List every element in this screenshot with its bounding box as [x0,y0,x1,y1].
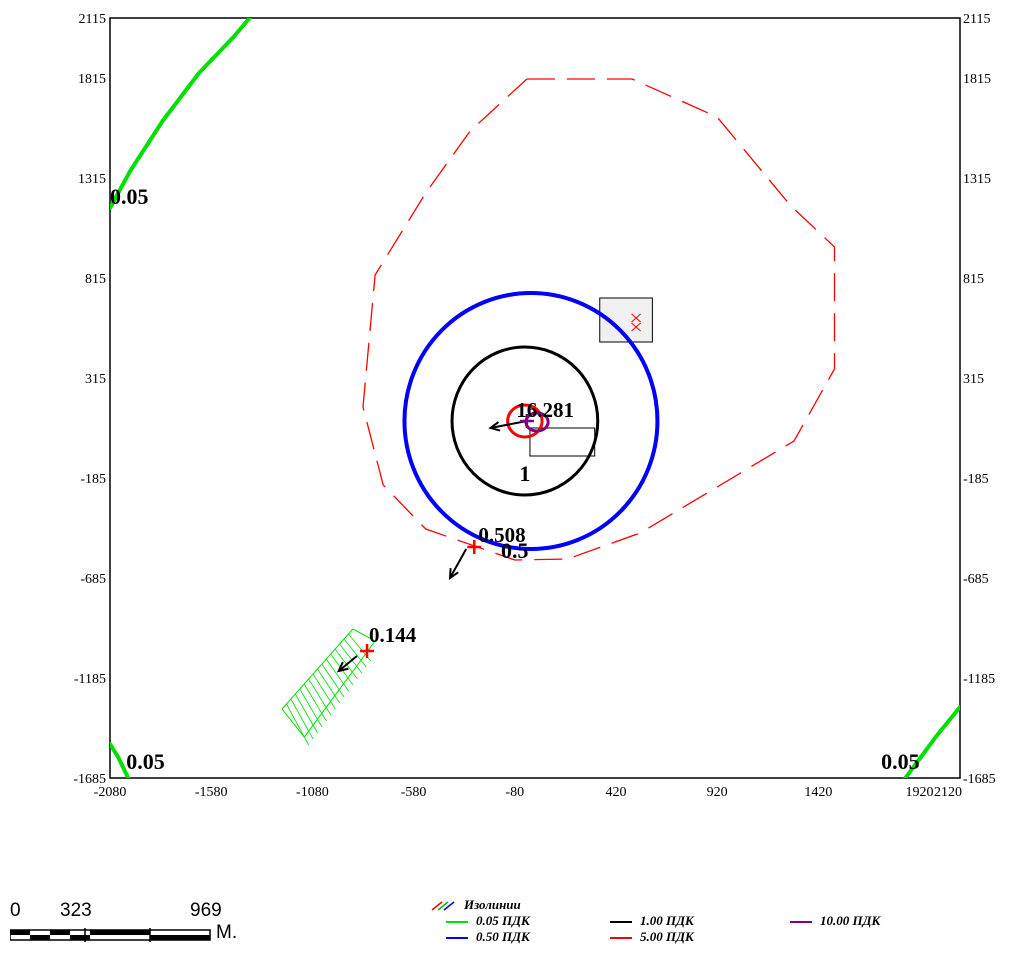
scale-bar: 0 323 969 М. [8,900,268,950]
plot-labels: 0.05 0.05 0.05 0.5 1 16.281 0.508 0.144 [110,184,920,774]
x-tick-label: -2080 [94,785,127,800]
plot-content [110,18,960,778]
axis-ticks: 2115 2115 1815 1815 1315 1315 815 815 315 315 -185… [73,12,995,800]
x-tick-label: 2120 [934,785,962,800]
hatch-line [286,703,310,746]
x-tick-label: -80 [505,785,524,800]
legend-entry-label: 1.00 ПДК [640,913,694,928]
y-tick-label-right: -1685 [963,772,996,787]
legend-entry: 10.00 ПДК [790,913,880,929]
y-tick-label-left: -1185 [74,672,106,687]
legend: Изолинии 0.05 ПДК 0.50 ПДК 1.00 ПДК 5.00… [430,897,990,955]
legend-swatch [610,921,632,924]
y-tick-label-right: 1315 [963,172,991,187]
y-tick-label-left: 2115 [79,12,106,27]
y-tick-label-right: 315 [963,372,984,387]
scale-bar-unit: М. [216,922,238,943]
hatch-line [325,658,349,692]
hatch-line [303,683,327,722]
hatch-line [308,678,332,716]
isoline-map: 2115 2115 1815 1815 1315 1315 815 815 315 315 -185… [73,12,995,800]
source-mark [631,322,641,332]
y-tick-label-right: 2115 [963,12,990,27]
legend-entry-label: 0.50 ПДК [476,929,530,944]
y-tick-label-left: 315 [85,372,106,387]
x-tick-label: 1420 [804,785,832,800]
max-point-label: 0.508 [478,523,525,547]
isoline-label: 0.05 [110,184,149,209]
isoline-0-50 [402,291,660,551]
legend-swatch [790,921,812,924]
hatch-line [290,698,314,740]
x-tick-label: 1920 [906,785,934,800]
hatch-line [312,673,336,710]
x-tick-label: -1580 [195,785,228,800]
scale-bar-label-0: 0 [10,900,21,921]
legend-entry: 1.00 ПДК [610,913,694,929]
isoline-legend-icon [431,901,455,911]
y-tick-label-left: 1315 [78,172,106,187]
y-tick-label-right: -185 [963,472,989,487]
max-point-label: 16.281 [516,398,574,422]
max-point-marker [360,644,375,658]
isoline-0-05 [903,705,960,778]
isoline-label: 1 [519,461,530,486]
isoline-0-05 [110,742,131,778]
max-point-marker [519,414,534,428]
dashed-zone-outline [362,78,836,561]
legend-entry-label: 5.00 ПДК [640,929,694,944]
y-tick-label-left: 1815 [78,72,106,87]
max-point-marker [467,540,482,554]
hatch-line [299,688,323,728]
hatch-line [339,643,363,674]
isoline-label: 0.5 [501,538,529,563]
x-tick-label: -580 [401,785,427,800]
max-point-label: 0.144 [369,623,417,647]
scale-bar-graphic [10,928,211,942]
isoline-0-05 [110,18,252,210]
y-tick-label-left: -185 [80,472,106,487]
hatch-line [343,638,367,668]
legend-entry: 5.00 ПДК [610,929,694,945]
legend-title: Изолинии [430,897,521,913]
direction-arrow [338,655,358,672]
direction-arrowhead [488,421,501,432]
y-tick-label-left: -1685 [73,772,106,787]
y-tick-label-right: -685 [963,572,989,587]
x-tick-label: 420 [605,785,626,800]
y-tick-label-right: -1185 [963,672,995,687]
isoline-5-00 [506,403,544,439]
hatch-line [294,693,318,734]
legend-swatch [446,921,468,924]
legend-title-text: Изолинии [464,897,521,912]
source-mark [631,313,641,323]
legend-swatch [610,937,632,940]
direction-arrowhead [336,661,349,673]
scale-bar-label-2: 969 [190,900,222,921]
legend-entry: 0.05 ПДК [446,913,530,929]
y-tick-label-right: 815 [963,272,984,287]
legend-entry-label: 0.05 ПДК [476,913,530,928]
y-tick-label-right: 1815 [963,72,991,87]
scale-bar-label-1: 323 [60,900,92,921]
legend-entry: 0.50 ПДК [446,929,530,945]
hatch-line [317,668,341,704]
x-tick-label: -1080 [296,785,329,800]
y-tick-label-left: -685 [80,572,106,587]
isoline-label: 0.05 [881,749,920,774]
direction-arrow [449,548,468,579]
x-tick-label: 920 [707,785,728,800]
direction-arrowhead [448,567,459,581]
y-tick-label-left: 815 [85,272,106,287]
hatch-line [321,663,345,698]
legend-entry-label: 10.00 ПДК [820,913,881,928]
legend-swatch [446,937,468,940]
isoline-1-00 [450,345,600,497]
isoline-label: 0.05 [126,749,165,774]
